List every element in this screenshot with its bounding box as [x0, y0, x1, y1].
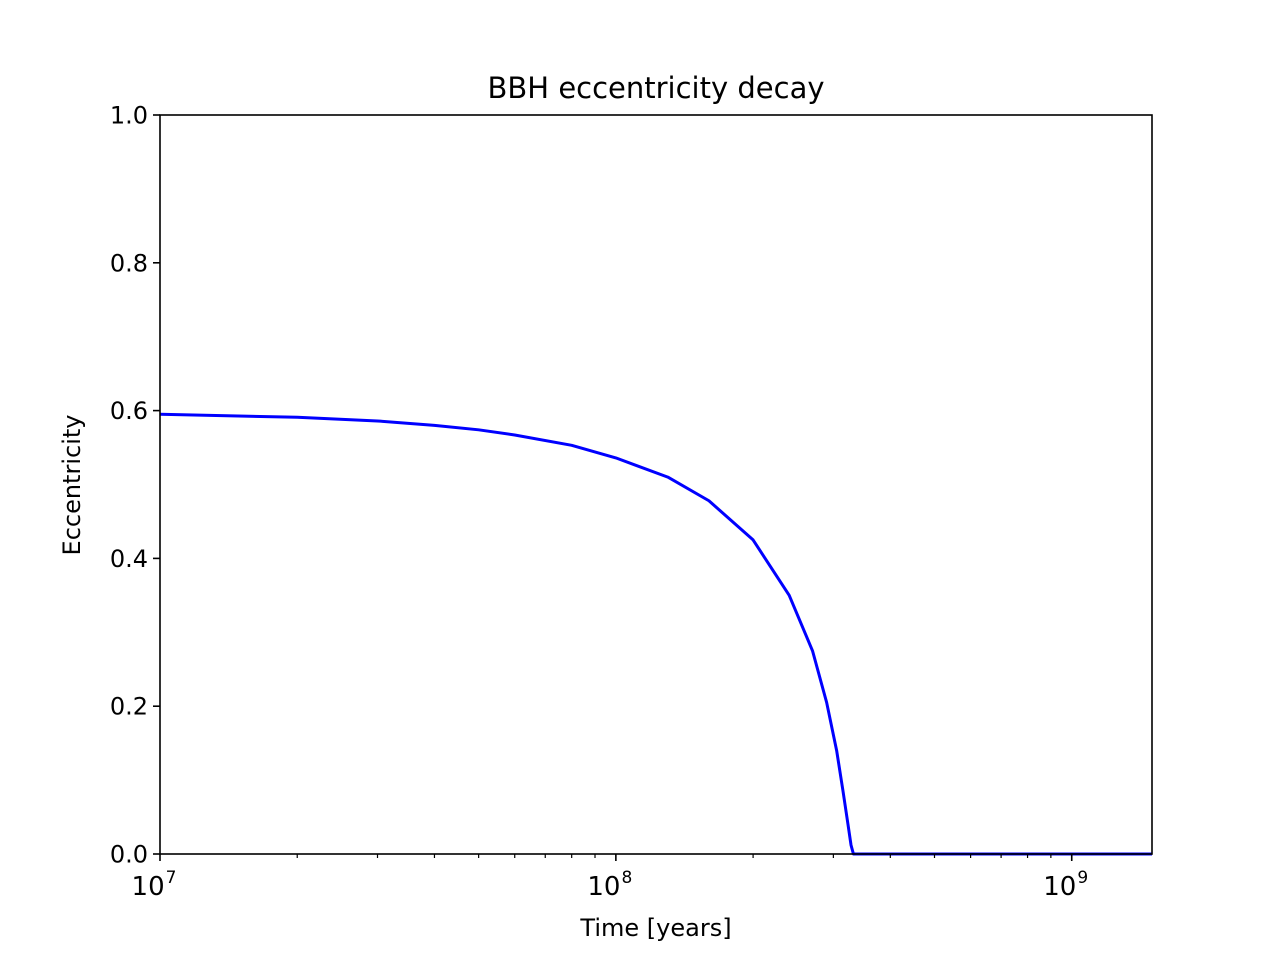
plot-border [159, 114, 1153, 855]
x-tick-base: 10 [1043, 872, 1076, 902]
x-tick-label: 109 [1043, 868, 1088, 902]
y-tick-label: 0.6 [110, 397, 148, 425]
x-tick-base: 10 [587, 872, 620, 902]
x-axis: 107 108 109 [132, 854, 1088, 902]
series-line-0 [159, 412, 1152, 856]
x-tick-label: 108 [587, 868, 632, 902]
y-tick-label: 0.8 [110, 249, 148, 277]
series-layer [159, 412, 1152, 856]
x-tick-label: 107 [132, 868, 177, 902]
y-tick-label: 0.4 [110, 545, 148, 573]
x-axis-label: Time [years] [579, 914, 731, 942]
y-tick-label: 0.0 [110, 841, 148, 869]
x-tick-exponent: 8 [621, 868, 632, 888]
y-tick-label: 1.0 [110, 102, 148, 130]
y-axis-label: Eccentricity [58, 415, 86, 556]
x-tick-base: 10 [132, 872, 165, 902]
x-tick-exponent: 9 [1077, 868, 1088, 888]
chart-title: BBH eccentricity decay [488, 71, 825, 105]
y-tick-label: 0.2 [110, 693, 148, 721]
y-axis: 0.0 0.2 0.4 0.6 0.8 1.0 [110, 102, 160, 869]
plot-frame [160, 115, 1152, 854]
plot-area [160, 115, 1152, 854]
x-tick-exponent: 7 [166, 868, 177, 888]
